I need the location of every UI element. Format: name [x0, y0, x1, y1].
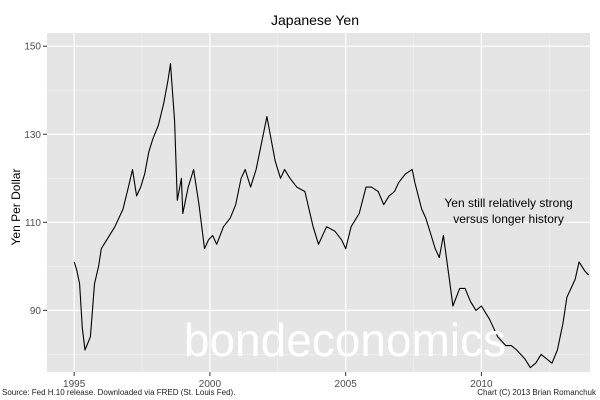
x-tick-label: 2005 [335, 379, 358, 390]
annotation-line: versus longer history [453, 212, 564, 226]
y-tick-label: 150 [24, 42, 41, 53]
x-tick-label: 2010 [470, 379, 493, 390]
axis-ticks: 1995 2000 2005 2010 90 110 130 150 [24, 42, 493, 390]
grid-major [47, 33, 590, 372]
annotation-line: Yen still relatively strong [444, 196, 572, 210]
y-axis-label: Yen Per Dollar [9, 169, 23, 246]
y-tick-label: 130 [24, 130, 41, 141]
source-note: Source: Fed H.10 release. Downloaded via… [2, 388, 236, 397]
plot-panel [47, 33, 590, 372]
credit-note: Chart (C) 2013 Brian Romanchuk [477, 388, 596, 397]
y-tick-label: 110 [25, 218, 41, 229]
series-line [73, 63, 590, 369]
grid-minor [47, 33, 590, 372]
annotation-layer: Yen still relatively strong versus longer… [444, 196, 572, 226]
watermark-text: bondeconomics [184, 314, 506, 366]
chart-title: Japanese Yen [271, 12, 359, 28]
series-layer [73, 63, 590, 369]
x-tick-label: 1995 [63, 379, 86, 390]
y-tick-label: 90 [30, 306, 42, 317]
x-tick-label: 2000 [199, 379, 222, 390]
